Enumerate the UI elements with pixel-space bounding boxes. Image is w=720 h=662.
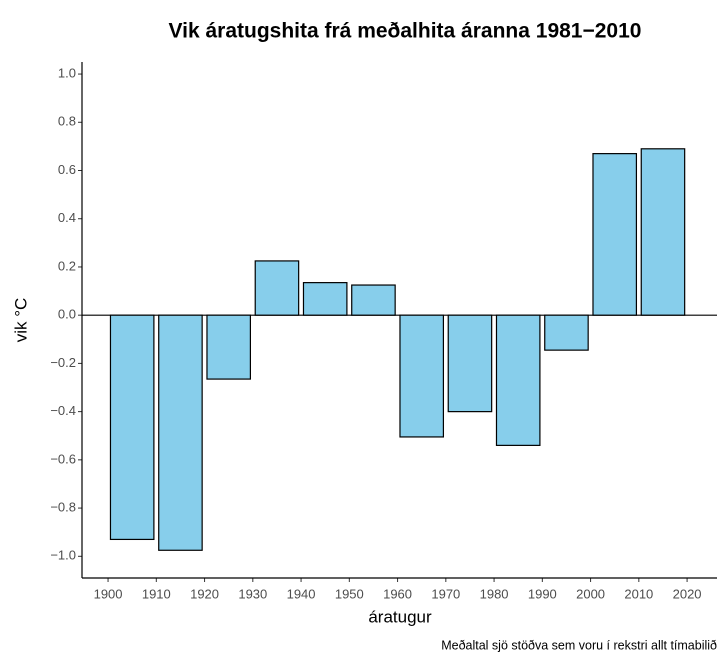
- bar: [254, 260, 300, 316]
- y-tick-label: 0.0: [58, 307, 76, 322]
- x-tick-label: 1950: [335, 586, 364, 601]
- bar: [351, 284, 396, 316]
- x-tick-label: 1920: [190, 586, 219, 601]
- bar: [544, 314, 589, 351]
- caption: Meðaltal sjö stöðva sem voru í rekstri a…: [441, 638, 717, 652]
- bar: [206, 314, 252, 380]
- x-tick-label: 1980: [480, 586, 509, 601]
- bar: [640, 148, 686, 316]
- chart-title: Vik áratugshita frá meðalhita áranna 198…: [169, 20, 642, 43]
- bar: [399, 314, 445, 438]
- x-tick-label: 2020: [673, 586, 702, 601]
- bar: [495, 314, 541, 446]
- x-tick-label: 2000: [576, 586, 605, 601]
- x-tick-label: 1940: [287, 586, 316, 601]
- y-tick-label: 0.6: [58, 162, 76, 177]
- y-tick-label: −1.0: [50, 548, 76, 563]
- x-tick-label: 1990: [528, 586, 557, 601]
- x-tick-label: 1900: [94, 586, 123, 601]
- y-tick-label: 1.0: [58, 65, 76, 80]
- y-tick-label: −0.4: [50, 403, 76, 418]
- y-tick-label: 0.2: [58, 258, 76, 273]
- x-tick-label: 1970: [431, 586, 460, 601]
- bar: [158, 314, 203, 551]
- bar: [302, 282, 348, 316]
- y-tick-label: −0.8: [50, 500, 76, 515]
- x-axis-label: áratugur: [368, 607, 432, 626]
- bar: [592, 153, 638, 316]
- bar: [109, 314, 155, 541]
- bar: [447, 314, 493, 413]
- y-tick-label: −0.6: [50, 451, 76, 466]
- x-tick-label: 2010: [624, 586, 653, 601]
- y-axis-label: vik °C: [11, 298, 30, 343]
- x-tick-label: 1910: [142, 586, 171, 601]
- y-tick-label: 0.8: [58, 114, 76, 129]
- y-tick-label: −0.2: [50, 355, 76, 370]
- y-tick-label: 0.4: [58, 210, 76, 225]
- x-tick-label: 1960: [383, 586, 412, 601]
- x-tick-label: 1930: [238, 586, 267, 601]
